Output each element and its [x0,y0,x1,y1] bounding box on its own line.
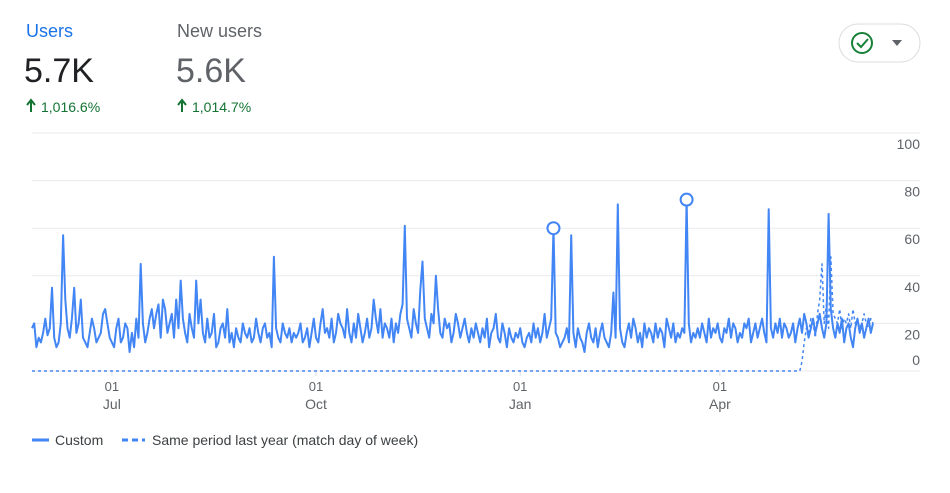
y-tick-label: 60 [904,231,920,247]
legend-label: Same period last year (match day of week… [152,432,418,448]
x-tick-month: Jan [509,396,532,412]
legend: Custom Same period last year (match day … [32,432,418,448]
x-tick-month: Oct [305,396,327,412]
up-arrow [177,98,187,112]
metric-change: 1,014.7% [192,99,251,115]
x-tick-month: Jul [103,396,121,412]
x-tick-label: 01 [105,379,119,394]
annotation-marker [546,221,561,236]
y-tick-label: 80 [904,184,920,200]
plot: 0 20 40 60 80 100 01 Jul 01 Oct 01 Jan 01 Apr [31,132,921,412]
annotation-marker [679,192,694,207]
x-tick-label: 01 [713,379,727,394]
metric-change: 1,016.6% [41,99,100,115]
metric-label[interactable]: New users [177,21,262,41]
metric-value: 5.7K [24,52,94,90]
metric-label[interactable]: Users [26,21,73,41]
up-arrow [26,98,36,112]
x-tick-label: 01 [513,379,527,394]
y-tick-label: 100 [897,136,921,152]
series-line [31,198,874,353]
x-tick-month: Apr [709,396,731,412]
metric-value: 5.6K [176,52,246,90]
y-tick-label: 0 [912,352,920,368]
y-tick-label: 40 [904,279,920,295]
legend-label: Custom [55,432,103,448]
comparison-button[interactable] [838,23,921,63]
x-tick-label: 01 [309,379,323,394]
y-tick-label: 20 [904,326,920,342]
series-line [32,256,874,372]
